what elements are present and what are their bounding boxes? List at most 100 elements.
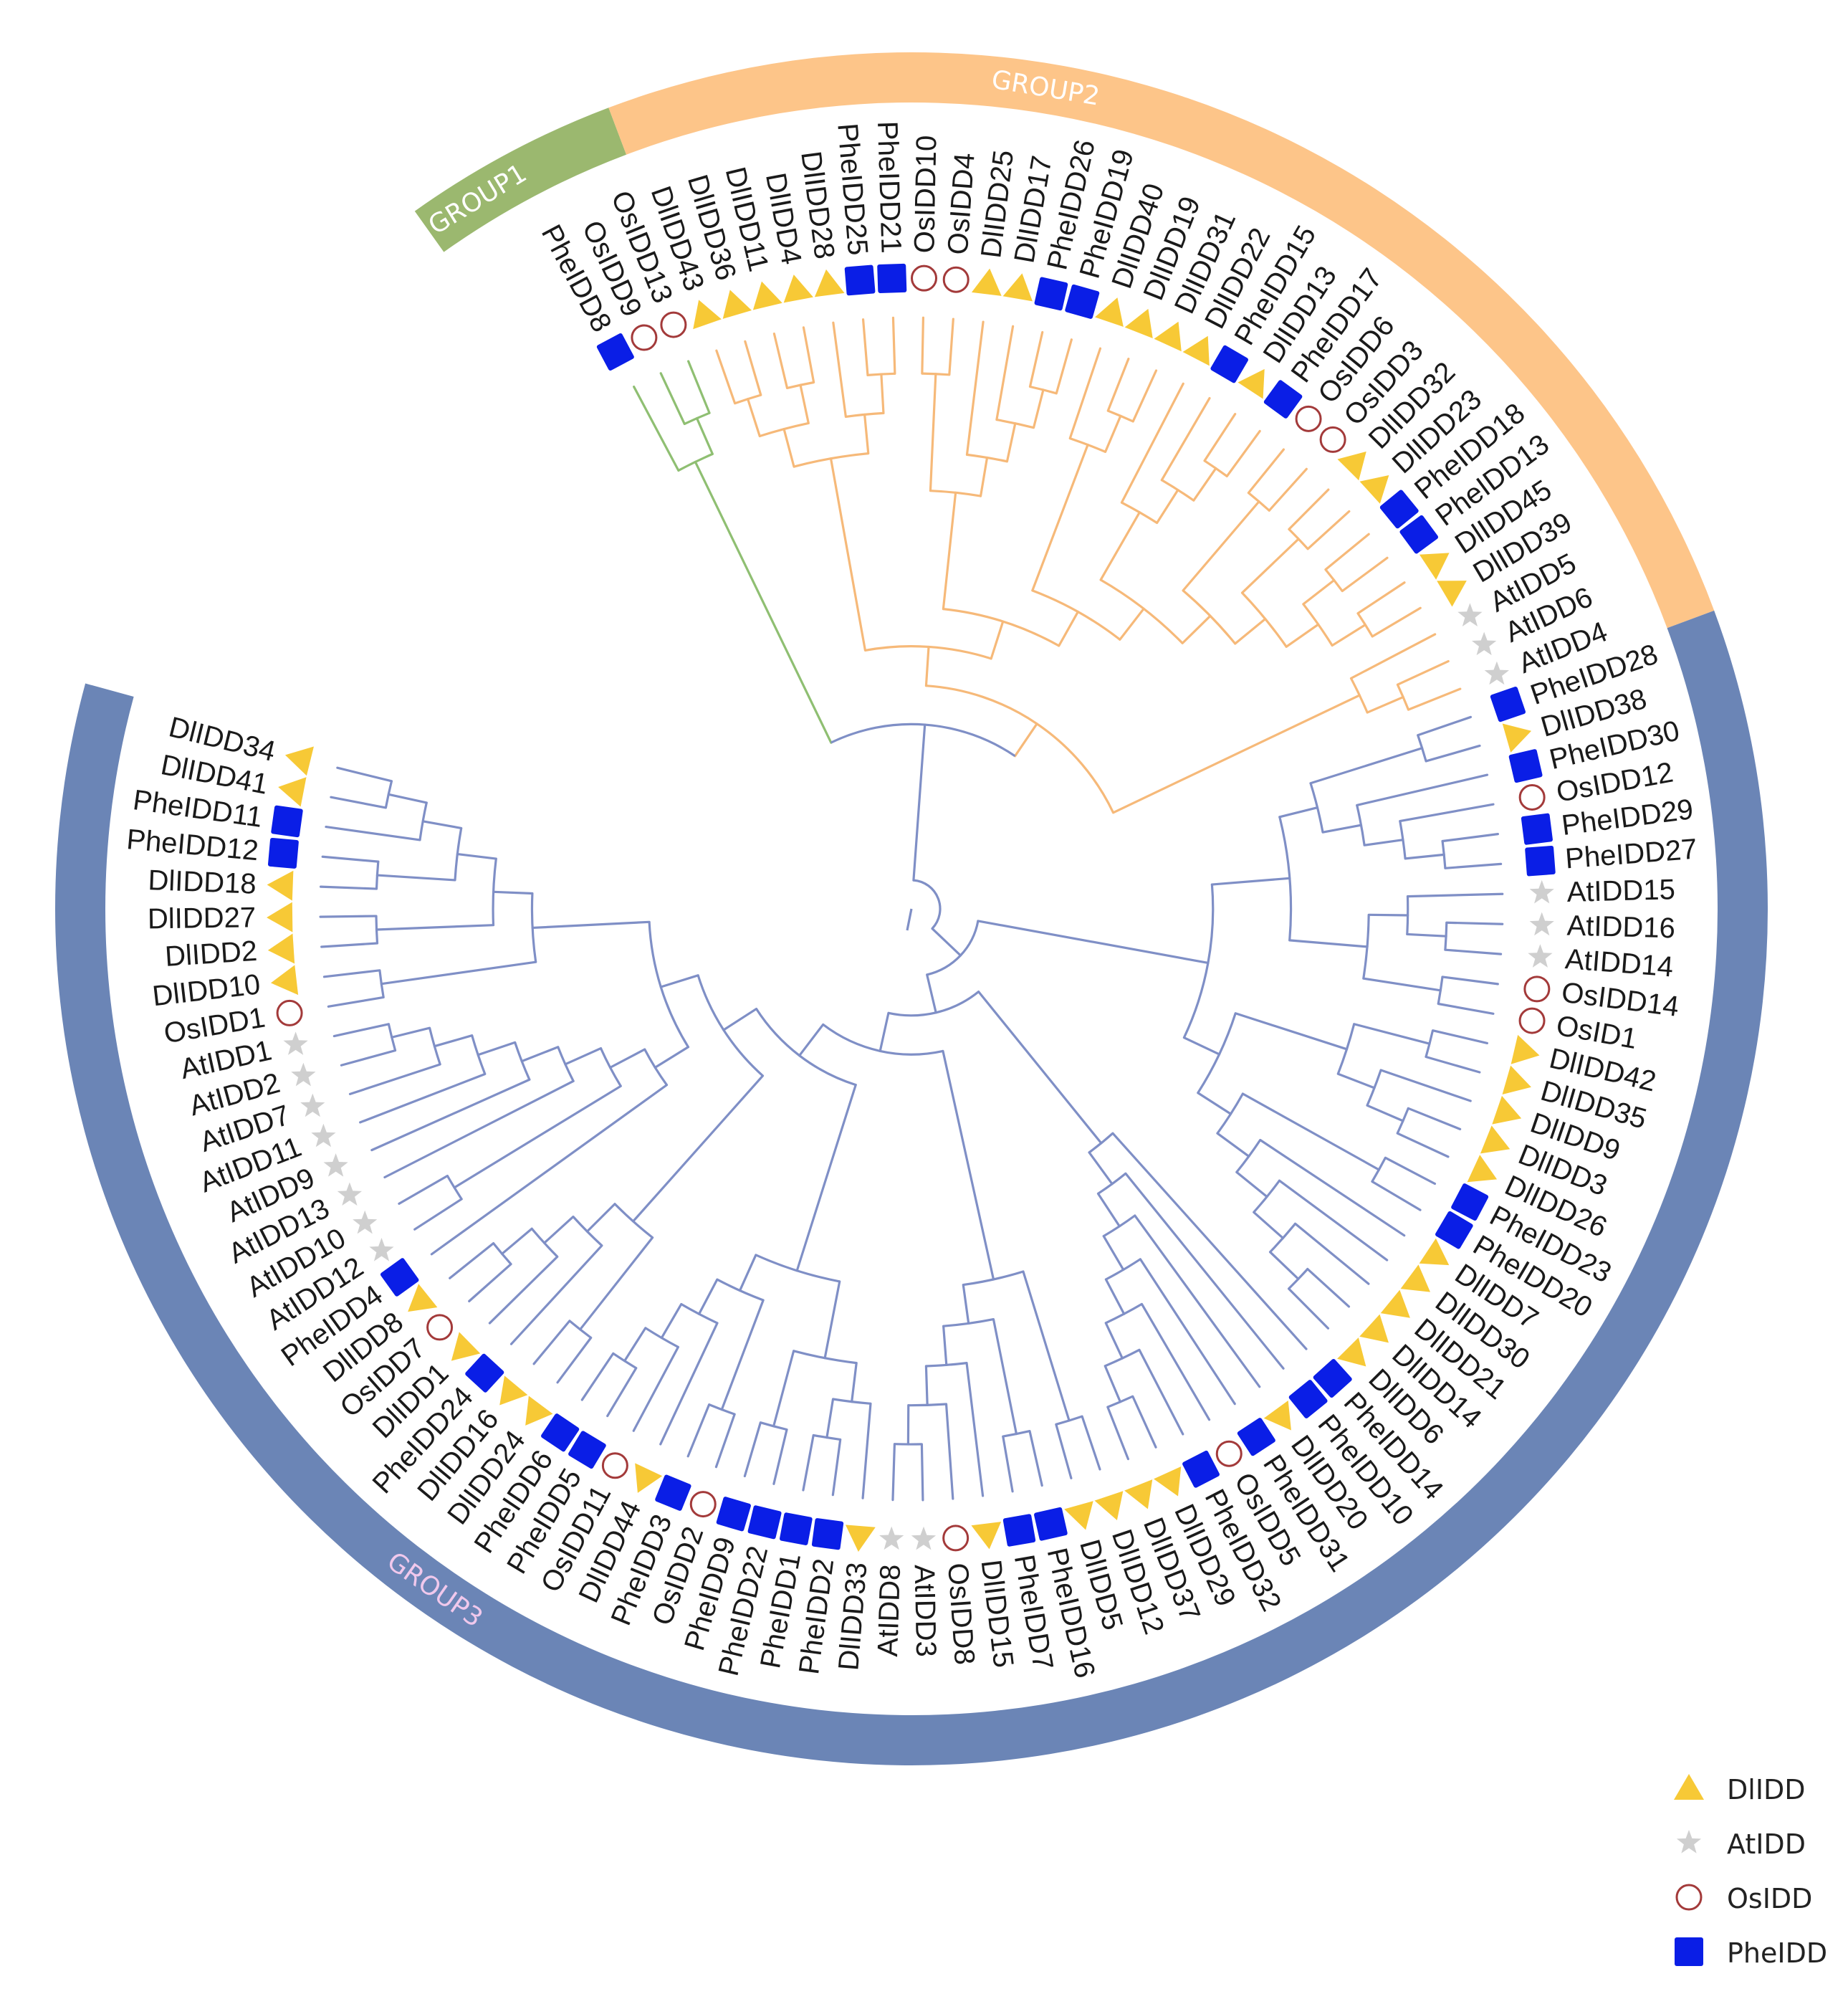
branch-line (1336, 1072, 1376, 1089)
root-branch (906, 908, 913, 931)
branch-line (1425, 744, 1481, 763)
branch-line (433, 1034, 474, 1048)
leaf-labels: PheIDD8OsIDD9OsIDD13DlIDD43DlIDD36DlIDD1… (125, 120, 1698, 1681)
branch-line (375, 874, 456, 882)
branch-line (1404, 853, 1445, 860)
dlidd-marker (1124, 308, 1153, 339)
branch-line (829, 457, 867, 652)
pheidd-marker (267, 837, 299, 869)
branch-line (1417, 715, 1473, 737)
branch-line (1363, 839, 1404, 846)
branch-line (1234, 1012, 1349, 1051)
branch-line (1139, 1258, 1236, 1406)
pheidd-marker (465, 1353, 504, 1393)
leaf-label: AtIDD14 (1564, 943, 1675, 983)
branch-line (1096, 1192, 1121, 1228)
branch-line (1210, 877, 1291, 886)
branch-line (531, 920, 651, 930)
branch-line (623, 1327, 647, 1363)
branch-line (606, 1367, 638, 1418)
branch-line (322, 969, 381, 978)
osidd-legend-icon (1675, 1884, 1703, 1911)
branch-line (1288, 939, 1369, 948)
dlidd-marker (270, 965, 299, 996)
branch-line (1253, 1211, 1285, 1239)
osidd-marker (1518, 783, 1546, 811)
pheidd-marker (1508, 749, 1543, 783)
branch-line (1309, 747, 1424, 785)
atidd-marker (879, 1526, 904, 1550)
dlidd-marker (1492, 1095, 1522, 1125)
branch-line (944, 1403, 954, 1500)
atidd-marker (1528, 944, 1553, 968)
branch-line (799, 383, 810, 424)
branch-line (1181, 614, 1212, 644)
atidd-marker (300, 1093, 325, 1117)
branch-line (926, 973, 937, 1014)
branch-line (653, 1046, 690, 1069)
branch-line (1366, 1104, 1404, 1122)
branch-line (1013, 722, 1038, 758)
branch-line (747, 398, 761, 438)
dlidd-marker (451, 1332, 481, 1361)
pheidd-marker (271, 805, 303, 838)
branch-line (659, 1322, 719, 1446)
branch-line (580, 1352, 615, 1401)
branch-line (1293, 1222, 1370, 1285)
branch-line (370, 1078, 531, 1152)
dlidd-marker (1359, 1314, 1389, 1343)
branch-line (501, 1227, 533, 1255)
branch-line (1306, 1267, 1351, 1308)
branch-line (632, 1345, 680, 1432)
branch-line (772, 332, 789, 389)
branch-line (995, 325, 1015, 421)
branch-line (543, 1215, 575, 1244)
pheidd-marker (811, 1518, 844, 1550)
dlidd-marker (693, 300, 722, 330)
branch-line (772, 1350, 795, 1428)
atidd-marker (1472, 631, 1497, 656)
leaf-label: OsIDD8 (942, 1562, 980, 1666)
branch-line (509, 1244, 603, 1345)
dlidd-marker (971, 268, 1002, 296)
branch-line (1366, 695, 1404, 714)
atidd-marker (1529, 879, 1554, 904)
atidd-marker (311, 1123, 336, 1148)
leaf-label: DlIDD27 (148, 902, 257, 935)
branch-line (878, 1011, 890, 1052)
branch-line (340, 1049, 397, 1067)
branch-line (720, 1299, 765, 1411)
dlidd-marker (1502, 723, 1532, 753)
dlidd-marker (1467, 1155, 1498, 1183)
osidd-marker (1319, 426, 1346, 453)
pheidd-marker (1435, 1211, 1473, 1249)
branch-line (1302, 578, 1336, 606)
osidd-marker (1215, 1440, 1243, 1467)
branch-line (1182, 1036, 1221, 1056)
branch-line (1088, 1151, 1114, 1186)
branch-line (564, 1046, 603, 1066)
leaf-label: AtIDD15 (1566, 874, 1675, 908)
branch-line (686, 1403, 711, 1458)
pheidd-marker (1521, 813, 1553, 845)
branch-line (1444, 862, 1503, 869)
leaf-label: AtIDD16 (1566, 910, 1675, 945)
branch-line (659, 974, 699, 988)
pheidd-marker (1525, 845, 1556, 877)
branch-line (492, 890, 534, 895)
dlidd-marker (267, 933, 295, 964)
legend: DlIDD AtIDD OsIDD PheIDD (1674, 1774, 1827, 1969)
branch-line (1399, 803, 1495, 823)
pheidd-marker (1490, 687, 1526, 722)
dlidd-marker (1480, 1125, 1511, 1154)
pheidd-marker (1210, 345, 1248, 383)
branch-line (1371, 606, 1422, 638)
branch-line (1124, 1172, 1285, 1370)
osidd-marker (1295, 405, 1322, 432)
branch-line (321, 855, 380, 863)
branch-line (743, 1421, 762, 1478)
branch-line (1134, 1214, 1261, 1388)
branch-line (1444, 948, 1503, 955)
branch-line (1324, 533, 1370, 571)
branch-line (1445, 921, 1504, 925)
